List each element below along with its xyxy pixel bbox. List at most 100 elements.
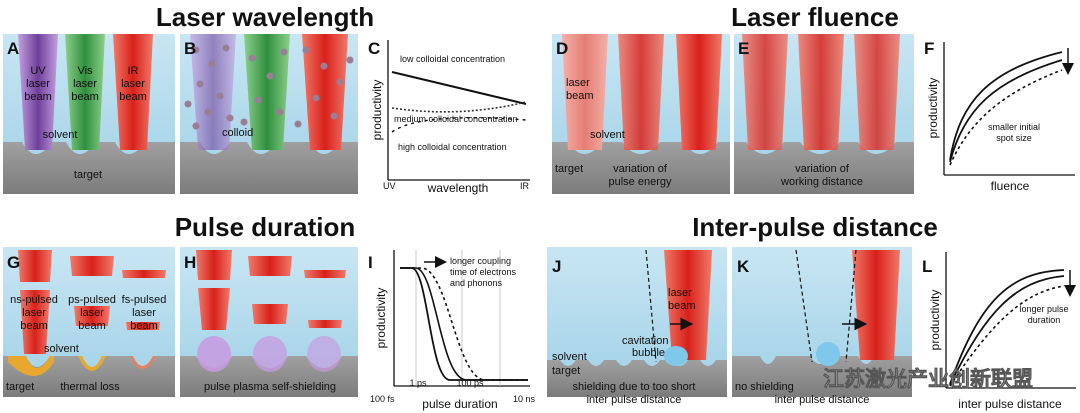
colloid-particle (336, 78, 344, 86)
panel-letter: H (184, 253, 196, 272)
curve-high-concentration (391, 117, 527, 133)
uv-beam (190, 34, 236, 150)
colloid-particle (320, 62, 328, 70)
laser-beam (852, 250, 900, 360)
plasma-bubble-1 (197, 336, 231, 372)
colloid-particle (240, 118, 248, 126)
fs-beam-label-2: laser (132, 307, 156, 319)
panel-g: G ns-pulsed laser beam ps-pulsed laser b… (3, 247, 175, 397)
bubble-label-1: cavitation (622, 335, 668, 347)
ps-beam-label-2: laser (80, 307, 104, 319)
annotation-line-2: time of electrons (450, 267, 517, 277)
plasma-bubble-2 (253, 336, 287, 372)
panel-j: J laser beam cavitation bubble solvent t… (547, 247, 727, 406)
ns-beam-label-3: beam (20, 320, 48, 332)
colloid-particle (222, 44, 230, 52)
beam-label-2: beam (668, 300, 696, 312)
y-axis-label: productivity (926, 78, 940, 139)
bubble-label-2: bubble (632, 347, 665, 359)
laser-beam-medium-energy (618, 34, 664, 150)
panel-letter: L (922, 257, 932, 276)
panel-c: C low colloidal concentration medium col… (368, 39, 530, 195)
target-area (3, 142, 175, 194)
target-area (732, 356, 912, 397)
target-area (552, 142, 730, 194)
y-axis-label: productivity (928, 290, 942, 351)
colloid-particle (204, 108, 212, 116)
ns-pulse-1 (18, 250, 52, 282)
panel-b: B colloid (180, 34, 358, 194)
annotation-line-1: longer coupling (450, 256, 511, 266)
panel-k: K no shielding inter pulse distance (732, 247, 912, 406)
caption-line-1: variation of (795, 163, 850, 175)
x-axis-label: pulse duration (422, 397, 497, 411)
previous-beam-edge-2 (845, 249, 857, 363)
ir-beam (302, 34, 348, 150)
ns-beam-label-1: ns-pulsed (10, 294, 58, 306)
panel-d: D laser beam solvent target variation of… (552, 34, 730, 194)
section-title-inter-pulse-distance: Inter-pulse distance (692, 212, 938, 242)
panel-i: I longer coupling time of electrons and … (368, 250, 536, 411)
target-label: target (555, 163, 583, 175)
ns-pulse-2 (20, 290, 50, 354)
beam-label-2: beam (566, 90, 594, 102)
panel-letter: E (738, 39, 749, 58)
x-min-label: UV (383, 181, 396, 191)
tick-label: 10 ns (513, 394, 536, 404)
panel-letter: J (552, 257, 561, 276)
target-area (734, 142, 914, 194)
ir-beam (113, 34, 153, 150)
x-axis-label: inter pulse distance (958, 397, 1062, 411)
panel-f: F smaller initial spot size productivity… (924, 39, 1075, 193)
colloid-particle (302, 46, 310, 54)
panel-a: A UV laser beam Vis laser beam IR laser … (3, 34, 175, 194)
colloid-particle (266, 72, 274, 80)
thermal-zone-fs (130, 356, 156, 369)
laser-beam-low-energy (562, 34, 608, 150)
ns-pulse-2 (198, 288, 230, 330)
x-axis-label: wavelength (427, 181, 489, 195)
ps-pulse-1 (248, 256, 292, 276)
annotation-line-3: and phonons (450, 278, 503, 288)
panel-letter: C (368, 39, 380, 58)
solvent-label: solvent (552, 351, 587, 363)
panel-letter: A (7, 39, 19, 58)
colloid-particle (276, 108, 284, 116)
uv-beam (18, 34, 58, 150)
solvent-label: solvent (590, 129, 625, 141)
uv-beam-label-2: laser (26, 78, 50, 90)
panel-l: L longer pulse duration productivity int… (922, 252, 1076, 411)
vis-beam-label-3: beam (71, 91, 99, 103)
colloid-label: colloid (222, 127, 253, 139)
colloid-particle (184, 100, 192, 108)
curve-2 (949, 275, 1065, 386)
panel-letter: K (737, 257, 750, 276)
panel-h: H pulse plasma self-shielding (180, 247, 358, 397)
annotation-line-2: spot size (996, 133, 1032, 143)
curve-label-medium: medium colloidal concentration (394, 114, 518, 124)
panel-letter: B (184, 39, 196, 58)
section-title-pulse-duration: Pulse duration (175, 212, 356, 242)
x-axis-label: fluence (991, 179, 1030, 193)
ps-pulse-2 (252, 304, 288, 324)
watermark: 江苏激光产业创新联盟 (823, 367, 1033, 391)
curve-1 (949, 269, 1065, 385)
ir-beam-label-1: IR (128, 65, 139, 77)
panel-letter: G (7, 253, 20, 272)
cavitation-bubble (664, 346, 688, 366)
colloid-particle (254, 96, 262, 104)
solvent-label: solvent (44, 343, 79, 355)
curve-medium-concentration (391, 101, 527, 113)
caption-line-2: inter pulse distance (775, 394, 870, 406)
uv-beam-label-3: beam (24, 91, 52, 103)
thermal-loss-label: thermal loss (60, 381, 120, 393)
previous-beam-edge (645, 249, 657, 363)
curve-2 (400, 267, 528, 381)
y-axis-label: productivity (374, 288, 388, 349)
colloid-particle (216, 92, 224, 100)
ps-beam-label-1: ps-pulsed (68, 294, 116, 306)
colloid-particle (294, 120, 302, 128)
curve-1 (949, 51, 1063, 161)
panel-letter: F (924, 39, 934, 58)
caption-line-1: variation of (613, 163, 668, 175)
